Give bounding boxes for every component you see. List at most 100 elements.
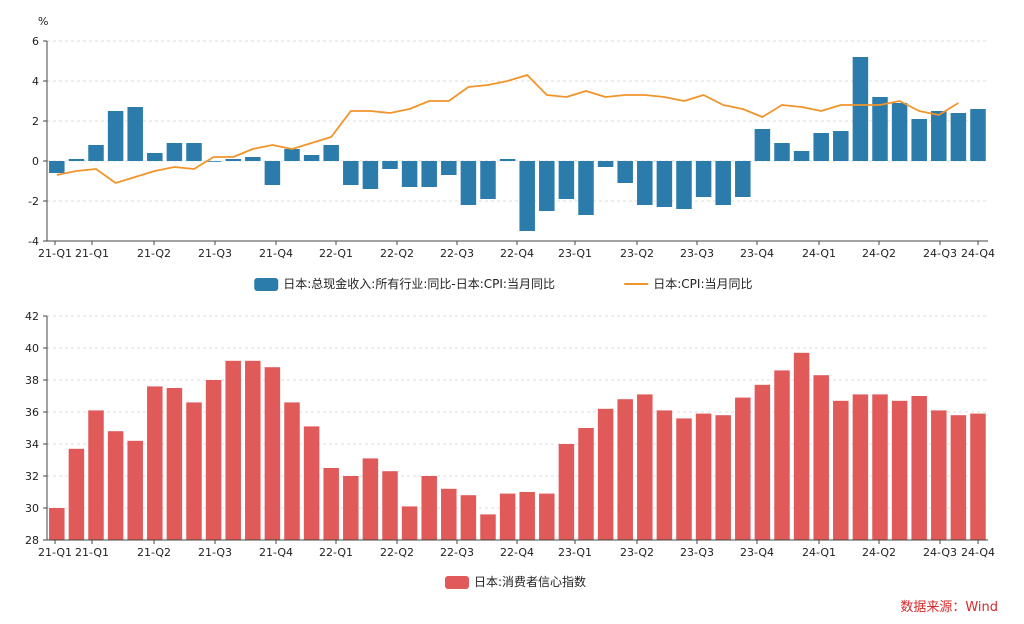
bar <box>186 143 202 161</box>
x-tick-label: 22-Q4 <box>500 546 534 559</box>
bar <box>362 161 379 189</box>
bar <box>127 440 143 540</box>
bar <box>480 514 496 540</box>
x-tick-label: 21-Q1 <box>38 247 72 260</box>
bar <box>401 161 418 187</box>
bar <box>558 444 575 540</box>
bar <box>891 400 908 540</box>
legend-swatch <box>254 278 279 291</box>
bar <box>68 448 85 540</box>
x-tick-label: 24-Q1 <box>802 247 836 260</box>
bar <box>558 161 575 199</box>
x-tick-label: 23-Q2 <box>620 546 654 559</box>
bar <box>323 468 339 540</box>
bar <box>245 360 261 540</box>
x-tick-label: 21-Q1 <box>75 247 109 260</box>
x-tick-label: 22-Q2 <box>380 247 414 260</box>
bar <box>264 367 281 540</box>
bar <box>891 103 908 161</box>
bar <box>872 394 888 540</box>
bar <box>950 415 967 540</box>
y-tick-label: -4 <box>28 235 39 248</box>
bar <box>499 159 516 161</box>
bar <box>460 495 477 540</box>
bar <box>715 415 731 540</box>
bar <box>519 492 535 540</box>
legend-swatch <box>445 576 469 589</box>
y-tick-label: 28 <box>25 534 39 547</box>
bar <box>382 471 398 540</box>
bar <box>676 418 692 540</box>
bar <box>597 408 614 540</box>
y-unit-label: % <box>38 15 48 28</box>
bar <box>343 476 359 540</box>
bar <box>460 161 477 205</box>
bar <box>656 410 673 540</box>
x-tick-label: 23-Q3 <box>680 546 714 559</box>
bar <box>852 394 869 540</box>
bar <box>539 493 555 540</box>
bar <box>107 111 124 161</box>
bar <box>774 370 790 540</box>
x-tick-label: 21-Q3 <box>198 247 232 260</box>
legend-label: 日本:消费者信心指数 <box>474 574 586 589</box>
x-tick-label: 22-Q3 <box>440 247 474 260</box>
bar <box>872 97 888 161</box>
bar <box>970 413 986 540</box>
bar <box>617 399 633 540</box>
y-tick-label: 42 <box>25 310 39 323</box>
x-tick-label: 22-Q2 <box>380 546 414 559</box>
bar <box>911 119 927 161</box>
bar <box>813 133 829 161</box>
legend-label: 日本:CPI:当月同比 <box>653 277 752 291</box>
bar <box>833 131 849 161</box>
x-tick-label: 23-Q3 <box>680 247 714 260</box>
y-tick-label: 34 <box>25 438 39 451</box>
bar <box>539 161 555 211</box>
x-tick-label: 21-Q4 <box>259 546 293 559</box>
x-tick-label: 23-Q2 <box>620 247 654 260</box>
bar <box>813 375 829 540</box>
bar <box>735 397 751 540</box>
y-tick-label: 38 <box>25 374 39 387</box>
y-tick-label: 32 <box>25 470 39 483</box>
x-tick-label: 24-Q2 <box>862 247 896 260</box>
bar <box>205 161 222 162</box>
x-tick-label: 24-Q3 <box>923 247 957 260</box>
y-tick-label: -2 <box>28 195 39 208</box>
bar <box>695 161 712 197</box>
x-tick-label: 22-Q3 <box>440 546 474 559</box>
bar <box>970 109 986 161</box>
bar <box>833 400 849 540</box>
y-tick-label: 6 <box>32 35 39 48</box>
bar <box>499 493 516 540</box>
x-tick-label: 24-Q4 <box>961 546 995 559</box>
bar <box>245 157 261 161</box>
bar <box>519 161 535 231</box>
x-tick-label: 24-Q4 <box>961 247 995 260</box>
bar <box>264 161 281 185</box>
x-tick-label: 21-Q2 <box>137 546 171 559</box>
bar <box>186 402 202 540</box>
bar <box>166 388 183 540</box>
x-tick-label: 21-Q1 <box>75 546 109 559</box>
bar <box>88 145 104 161</box>
bar <box>421 161 437 187</box>
bar <box>931 410 947 540</box>
bar <box>852 57 869 161</box>
bar <box>284 402 300 540</box>
bar <box>323 145 339 161</box>
bar <box>931 111 947 161</box>
x-tick-label: 23-Q4 <box>740 546 774 559</box>
bar <box>441 161 457 175</box>
x-tick-label: 22-Q1 <box>319 546 353 559</box>
bar <box>166 143 183 161</box>
bar <box>441 488 457 540</box>
bar <box>617 161 633 183</box>
bar <box>225 360 241 540</box>
x-tick-label: 22-Q1 <box>319 247 353 260</box>
bar <box>597 161 614 167</box>
y-tick-label: 0 <box>32 155 39 168</box>
bar <box>578 428 594 540</box>
